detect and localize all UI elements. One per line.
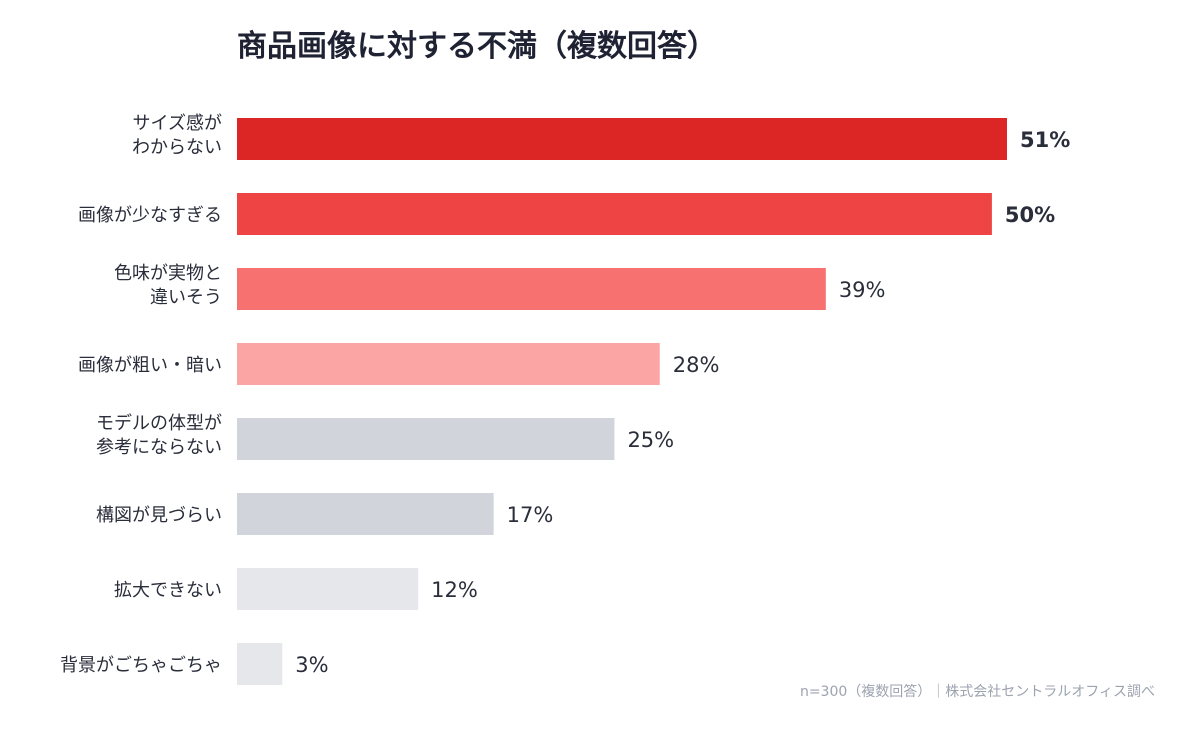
category-label: モデルの体型が xyxy=(96,413,222,434)
footnote: n=300（複数回答）｜株式会社セントラルオフィス調べ xyxy=(800,683,1155,700)
category-label: 違いそう xyxy=(150,287,222,308)
value-label: 25% xyxy=(627,428,674,452)
category-label: サイズ感が xyxy=(133,113,222,134)
bar xyxy=(237,418,615,460)
value-label: 50% xyxy=(1005,203,1055,227)
value-label: 12% xyxy=(431,578,478,602)
category-label: 背景がごちゃごちゃ xyxy=(60,655,222,676)
category-label: 色味が実物と xyxy=(114,263,222,284)
bar xyxy=(237,568,419,610)
value-label: 17% xyxy=(507,503,554,527)
value-label: 51% xyxy=(1020,128,1070,152)
bar xyxy=(237,193,992,235)
value-label: 39% xyxy=(839,278,886,302)
bar xyxy=(237,268,826,310)
bar xyxy=(237,493,494,535)
category-label: 画像が少なすぎる xyxy=(78,205,222,226)
category-label: わからない xyxy=(132,137,222,158)
category-label: 構図が見づらい xyxy=(96,505,222,526)
category-label: 拡大できない xyxy=(114,580,222,601)
value-label: 3% xyxy=(295,653,328,677)
bar xyxy=(237,643,283,685)
bar xyxy=(237,343,660,385)
chart-title: 商品画像に対する不満（複数回答） xyxy=(237,29,717,64)
value-label: 28% xyxy=(673,353,720,377)
category-label: 参考にならない xyxy=(96,437,222,458)
bar xyxy=(237,118,1007,160)
category-label: 画像が粗い・暗い xyxy=(78,355,222,376)
